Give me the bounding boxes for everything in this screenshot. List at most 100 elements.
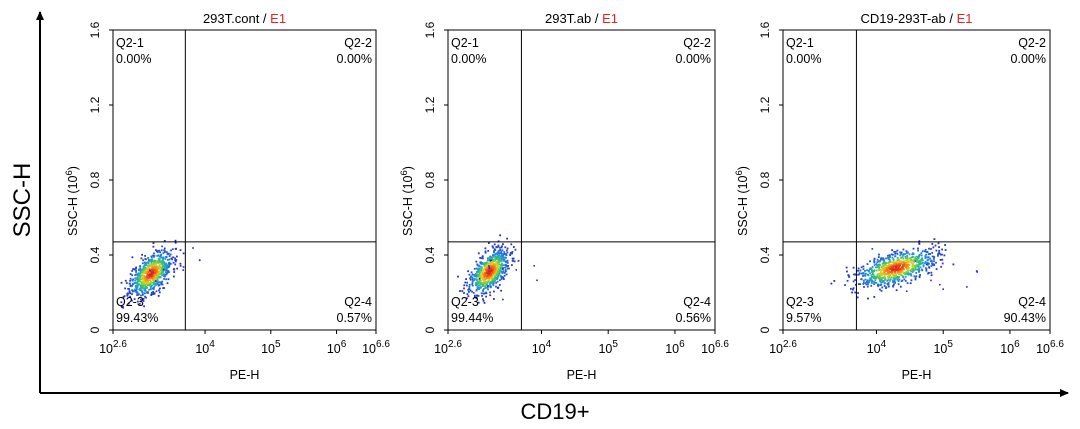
quadrant-name: Q2-2 <box>344 36 372 50</box>
data-point <box>490 276 493 278</box>
data-point <box>918 262 921 265</box>
data-point <box>501 262 503 265</box>
data-point <box>901 268 903 271</box>
data-point <box>152 266 155 269</box>
data-point <box>158 276 161 279</box>
plot-panel-3: CD19-293T-ab / E1 Q2-1 0.00% Q2-2 0.00% Q2-3 9… <box>734 11 1064 382</box>
data-point <box>465 278 467 280</box>
data-point <box>492 256 495 258</box>
data-point <box>925 269 928 272</box>
data-point <box>141 274 144 276</box>
plot-title-sample: 293T.ab / <box>545 11 602 26</box>
data-point <box>488 265 490 267</box>
data-point <box>165 266 168 268</box>
data-point <box>857 267 860 270</box>
data-point <box>904 253 906 256</box>
data-point <box>477 269 480 272</box>
data-point <box>887 264 889 267</box>
data-point <box>911 259 914 262</box>
data-point <box>864 278 867 281</box>
data-point <box>494 257 497 260</box>
plot-title-sample: 293T.cont / <box>203 11 270 26</box>
data-point <box>869 272 871 275</box>
data-point <box>158 283 160 286</box>
data-point <box>880 270 882 273</box>
data-point <box>480 292 483 295</box>
data-point <box>895 269 897 271</box>
data-point <box>888 258 891 261</box>
data-point <box>160 249 163 252</box>
data-point <box>493 243 496 246</box>
data-point <box>165 278 168 281</box>
x-tick-exponent: 5 <box>947 339 953 350</box>
data-point <box>136 288 138 290</box>
data-point <box>176 267 179 270</box>
plot-title-gate: E1 <box>957 11 973 26</box>
data-point <box>916 259 919 262</box>
data-point <box>875 266 877 269</box>
x-tick-exponent: 4 <box>546 339 552 350</box>
data-point <box>469 277 471 280</box>
data-point <box>152 270 155 273</box>
data-point <box>921 268 923 271</box>
data-point <box>164 274 167 277</box>
data-point <box>487 288 489 291</box>
data-point <box>883 272 886 275</box>
data-point <box>488 281 491 284</box>
data-point <box>854 291 857 294</box>
y-axis-label-text: SSC-H (10 <box>401 175 415 235</box>
data-point <box>909 282 912 285</box>
data-point <box>505 273 508 276</box>
data-point <box>857 273 859 276</box>
data-point <box>143 275 146 277</box>
data-point <box>850 287 852 290</box>
quadrant-name: Q2-1 <box>116 36 144 50</box>
data-point <box>493 298 495 300</box>
data-point <box>499 268 502 271</box>
data-point <box>125 282 128 284</box>
data-point <box>879 264 881 267</box>
data-point <box>867 283 869 286</box>
data-point <box>157 257 160 260</box>
data-point <box>941 258 944 261</box>
data-point <box>904 262 907 265</box>
data-point <box>477 264 479 267</box>
data-point <box>166 282 169 285</box>
data-point <box>495 246 498 249</box>
quadrant-value: 0.00% <box>786 52 821 66</box>
data-point <box>869 260 871 263</box>
data-point <box>476 271 479 274</box>
data-point <box>890 272 893 275</box>
plot-title-sample: CD19-293T-ab / <box>860 11 956 26</box>
data-point <box>138 293 140 296</box>
data-point <box>881 269 884 271</box>
data-point <box>148 288 151 291</box>
data-point <box>165 269 168 272</box>
data-point <box>509 254 512 256</box>
data-point <box>483 265 486 268</box>
data-point <box>135 273 137 276</box>
data-point <box>890 266 893 268</box>
data-point <box>898 278 901 281</box>
data-point <box>481 256 484 258</box>
data-point <box>917 257 920 260</box>
data-point <box>145 264 147 266</box>
data-point <box>486 277 489 279</box>
x-tick-label: 106 <box>327 339 347 356</box>
y-axis-label-exponent: 6 <box>64 170 75 175</box>
data-point <box>883 280 885 282</box>
x-tick-label: 106.6 <box>701 339 729 356</box>
data-point <box>173 271 176 273</box>
data-point <box>488 267 490 269</box>
x-tick-label: 106.6 <box>362 339 390 356</box>
data-point <box>142 298 145 300</box>
data-point <box>875 281 878 284</box>
data-point <box>904 275 907 278</box>
data-point <box>494 253 497 256</box>
data-point <box>910 262 913 265</box>
data-point <box>163 261 165 263</box>
data-point <box>146 269 149 271</box>
data-point <box>159 268 162 271</box>
data-point <box>135 289 138 292</box>
data-point <box>932 246 935 249</box>
